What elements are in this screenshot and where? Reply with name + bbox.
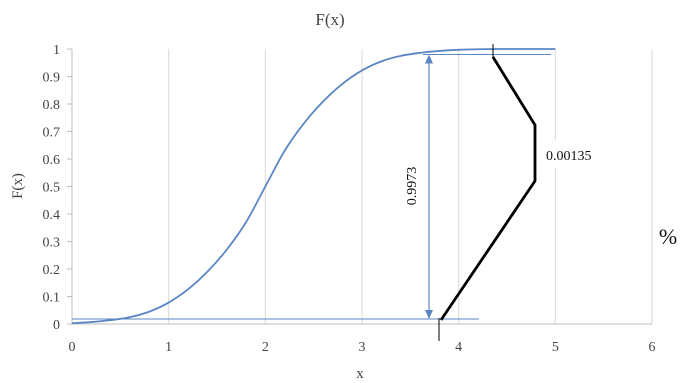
cdf-point-9 (245, 222, 246, 223)
cdf-point-17 (400, 55, 401, 56)
y-tick-label-7: 0.7 (43, 126, 61, 141)
cdf-point-23 (516, 48, 517, 49)
x-tick-label-1: 1 (165, 340, 172, 355)
cdf-point-11 (284, 150, 285, 151)
cdf-point-19 (439, 50, 440, 51)
cdf-point-5 (168, 302, 169, 303)
cdf-point-2 (110, 320, 111, 321)
y-tick-label-10: 1 (53, 43, 60, 58)
tail-bracket (439, 56, 537, 321)
cdf-point-3 (129, 317, 130, 318)
y-axis-title: F(x) (10, 173, 26, 199)
cdf-point-16 (381, 61, 382, 62)
cdf-point-20 (458, 49, 459, 50)
cdf-point-13 (323, 101, 324, 102)
cdf-point-18 (419, 52, 420, 53)
annotations: 0.9973 0.00135% (72, 44, 677, 341)
y-tick-label-9: 0.9 (43, 71, 61, 86)
x-tick-label-4: 4 (455, 340, 462, 355)
cdf-point-10 (265, 186, 266, 187)
y-tick-label-4: 0.4 (43, 208, 61, 223)
series-layer (71, 48, 556, 325)
x-tick-label-5: 5 (552, 340, 559, 355)
x-tick-label-6: 6 (649, 340, 656, 355)
span-value-label: 0.9973 (405, 167, 420, 206)
cdf-point-15 (361, 70, 362, 71)
cdf-point-4 (149, 311, 150, 312)
y-tick-label-2: 0.2 (43, 263, 61, 278)
y-tick-label-8: 0.8 (43, 98, 61, 113)
tail-label-box (540, 140, 616, 168)
cdf-point-0 (71, 323, 72, 324)
y-tick-label-0: 0 (53, 318, 60, 333)
cdf-point-21 (477, 49, 478, 50)
x-tick-label-2: 2 (262, 340, 269, 355)
x-axis-title: x (356, 366, 364, 382)
cdf-point-14 (342, 83, 343, 84)
cdf-point-12 (303, 123, 304, 124)
grid (168, 49, 653, 324)
tick-labels: 0 1 2 3 4 5 6 0 0.1 0.2 0.3 0.4 0.5 0.6 0.7 0.8 0.9 1 (43, 43, 656, 355)
cdf-point-22 (497, 48, 498, 49)
cdf-point-24 (535, 48, 536, 49)
cdf-curve (71, 48, 556, 325)
cdf-point-6 (187, 289, 188, 290)
cdf-point-8 (226, 249, 227, 250)
span-arrow-head-down (425, 310, 433, 320)
percent-symbol: % (659, 224, 677, 249)
cdf-point-25 (555, 48, 556, 49)
x-tick-label-0: 0 (69, 340, 76, 355)
axes (67, 48, 652, 325)
tail-value-label: 0.00135 (546, 149, 592, 164)
cdf-point-7 (207, 271, 208, 272)
span-arrow-head-up (425, 54, 433, 64)
y-tick-label-1: 0.1 (43, 291, 61, 306)
chart-title: F(x) (315, 10, 344, 29)
y-tick-label-3: 0.3 (43, 236, 61, 251)
cdf-point-1 (91, 321, 92, 322)
y-tick-label-5: 0.5 (43, 181, 61, 196)
x-tick-label-3: 3 (359, 340, 366, 355)
y-tick-label-6: 0.6 (43, 153, 61, 168)
